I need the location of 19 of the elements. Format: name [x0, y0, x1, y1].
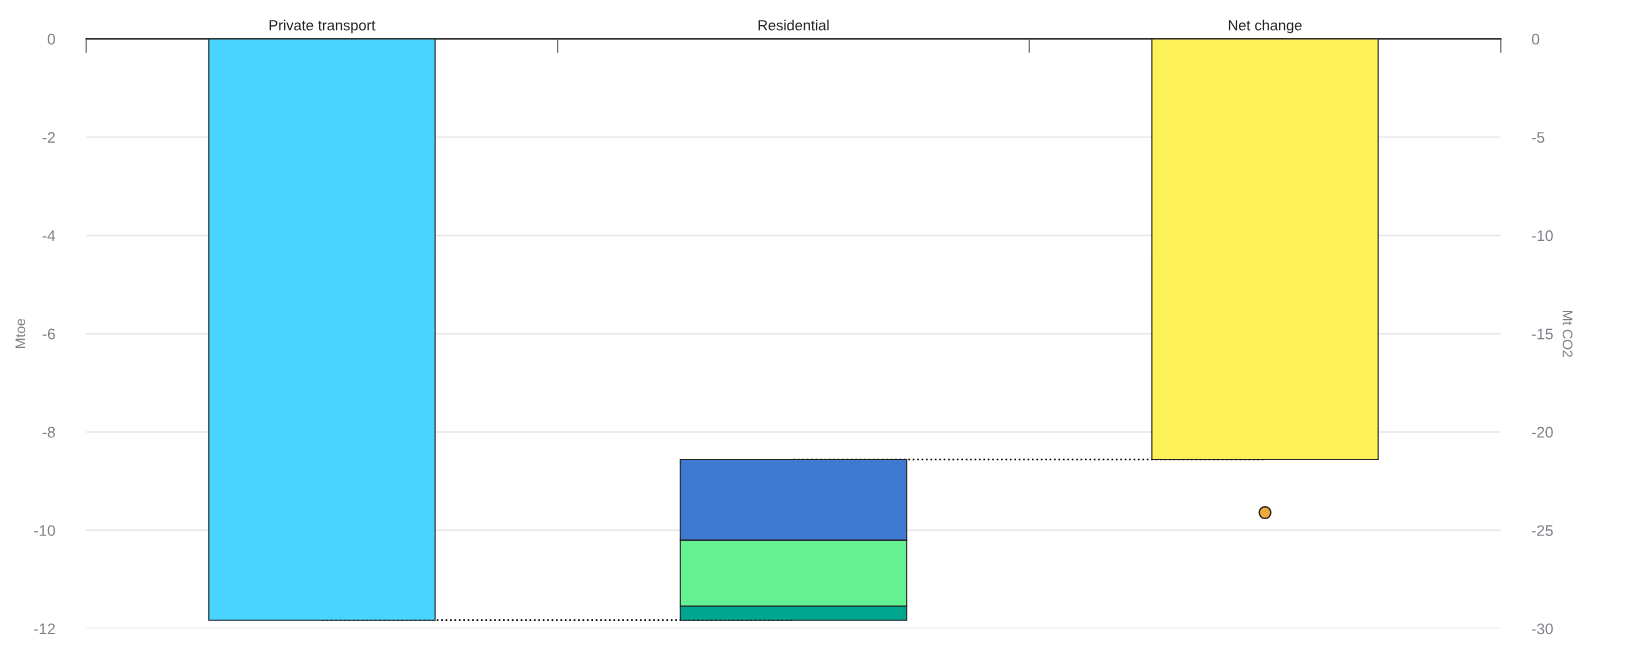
y2-tick-label: -5 — [1532, 132, 1545, 143]
y2-tick-label: -15 — [1532, 328, 1553, 340]
y-tick-label: 0 — [47, 33, 56, 45]
y-tick-label: -4 — [42, 230, 56, 241]
y-tick-label: -10 — [34, 525, 56, 536]
y2-tick-label: -25 — [1532, 525, 1553, 536]
y2-axis-title: Mt CO2 — [1562, 310, 1573, 357]
y-tick-label: -8 — [42, 426, 55, 438]
x-tick-label: Residential — [758, 19, 829, 31]
y2-tick-label: -30 — [1532, 623, 1553, 635]
y-tick-label: -2 — [42, 132, 55, 143]
y-tick-label: -6 — [42, 328, 55, 340]
x-tick-label: Net change — [1228, 19, 1302, 34]
y2-tick-label: 0 — [1531, 33, 1540, 45]
y-tick-label: -12 — [34, 623, 55, 635]
y2-tick-label: -20 — [1532, 426, 1553, 438]
y-axis-title: Mtoe — [15, 318, 26, 349]
x-tick-label: Private transport — [269, 19, 376, 34]
y2-tick-label: -10 — [1532, 230, 1553, 242]
